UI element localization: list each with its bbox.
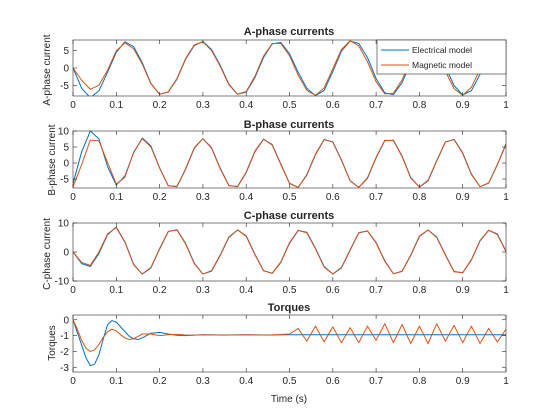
y-tick-label: -1 [60,331,69,342]
x-tick-label: 0.2 [153,285,167,296]
legend-label-magnetic: Magnetic model [412,60,472,70]
x-tick-label: 1 [503,376,509,387]
subplot-torques: Torques Torques -3 -2 -1 0 0 0.1 0.2 0.3 0.4 0.5… [47,302,509,405]
x-tick-label: 0.9 [456,285,470,296]
x-tick-label: 0.1 [109,285,123,296]
x-tick-label: 0.4 [239,285,253,296]
x-tick-label: 0.8 [412,285,426,296]
x-tick-label: 0.2 [153,100,167,111]
chart-title-c-phase: C-phase currents [244,210,334,222]
x-tick-label: 0.3 [196,192,210,203]
y-axis-label-a-phase: A-phase current [42,34,53,105]
x-tick-label: 0 [70,192,76,203]
x-tick-label: 0.2 [153,376,167,387]
x-tick-label: 0.3 [196,376,210,387]
series-line-magnetic-b-phase [73,138,506,188]
legend: Electrical model Magnetic model [376,39,507,75]
y-tick-label: -5 [60,175,69,186]
y-tick-label: 5 [63,143,69,154]
x-tick-label: 1 [503,192,509,203]
legend-box [376,39,507,75]
plot-area-c-phase [72,222,507,282]
series-line-magnetic-c-phase [73,227,506,275]
y-tick-label: -3 [60,363,69,374]
x-tick-label: 0.6 [326,100,340,111]
x-tick-label: 0.7 [369,285,383,296]
chart-title-a-phase: A-phase currents [244,26,334,38]
y-ticks-b-phase: -5 0 5 10 [58,127,506,186]
x-tick-label: 0.7 [369,376,383,387]
x-tick-label: 0.9 [456,192,470,203]
x-tick-label: 0 [70,376,76,387]
x-tick-label: 0.8 [412,100,426,111]
y-tick-label: -2 [60,347,69,358]
x-tick-label: 0.1 [109,100,123,111]
x-tick-label: 0.6 [326,376,340,387]
x-tick-label: 0.5 [283,100,297,111]
series-line-magnetic-torques [73,319,506,352]
y-tick-label: 5 [63,46,69,57]
x-tick-label: 0.3 [196,100,210,111]
x-tick-label: 0.7 [369,192,383,203]
plot-background-b-phase [73,131,506,188]
x-tick-label: 0.4 [239,192,253,203]
y-tick-label: -5 [60,81,69,92]
x-tick-label: 1 [503,285,509,296]
plot-background-torques [73,315,506,372]
chart-title-b-phase: B-phase currents [244,119,334,131]
subplot-c-phase: C-phase currents C-phase current -10010 … [42,210,509,296]
x-tick-label: 0.2 [153,192,167,203]
x-tick-label: 0.4 [239,376,253,387]
x-tick-label: 0.7 [369,100,383,111]
x-ticks-torques: 0 0.1 0.2 0.3 0.4 0.5 0.6 0.7 0.8 0.9 1 [70,315,509,387]
y-axis-label-b-phase: B-phase current [47,124,58,195]
subplot-b-phase: B-phase currents B-phase current -50510 … [47,119,509,203]
y-tick-label: 10 [58,219,70,230]
x-axis-label-torques: Time (s) [271,394,307,405]
x-ticks-b-phase: 0 0.1 0.2 0.3 0.4 0.5 0.6 0.7 0.8 0.9 1 [70,131,509,203]
y-ticks-torques: -3 -2 -1 0 [60,315,506,374]
x-tick-label: 0.9 [456,376,470,387]
x-tick-label: 0.3 [196,285,210,296]
plot-area-torques [72,314,507,373]
x-ticks-a-phase: 0 0.1 0.2 0.3 0.4 0.5 0.6 0.7 0.8 0.9 1 [70,40,509,111]
y-tick-label: 0 [63,315,69,326]
x-tick-label: 0.4 [239,100,253,111]
x-tick-label: 0 [70,100,76,111]
plot-area-b-phase [72,130,507,189]
chart-title-torques: Torques [268,302,311,314]
x-ticks-c-phase: 0 0.1 0.2 0.3 0.4 0.5 0.6 0.7 0.8 0.9 1 [70,223,509,296]
y-tick-label: 0 [63,248,69,259]
x-tick-label: 1 [503,100,509,111]
y-tick-label: -10 [55,277,70,288]
y-ticks-c-phase: -10 0 10 [55,219,506,288]
legend-label-electrical: Electrical model [412,45,472,55]
plot-background-c-phase [73,223,506,281]
y-tick-label: 0 [63,159,69,170]
x-tick-label: 0.8 [412,192,426,203]
x-tick-label: 0.5 [283,376,297,387]
x-tick-label: 0.1 [109,192,123,203]
x-tick-label: 0.5 [283,285,297,296]
x-tick-label: 0.6 [326,285,340,296]
x-tick-label: 0.6 [326,192,340,203]
y-tick-label: 10 [58,127,70,138]
x-tick-label: 0.8 [412,376,426,387]
x-tick-label: 0 [70,285,76,296]
y-axis-label-torques: Torques [47,325,58,361]
x-tick-label: 0.9 [456,100,470,111]
x-tick-label: 0.5 [283,192,297,203]
x-tick-label: 0.1 [109,376,123,387]
y-axis-label-c-phase: C-phase current [42,218,53,290]
y-tick-label: 0 [63,64,69,75]
